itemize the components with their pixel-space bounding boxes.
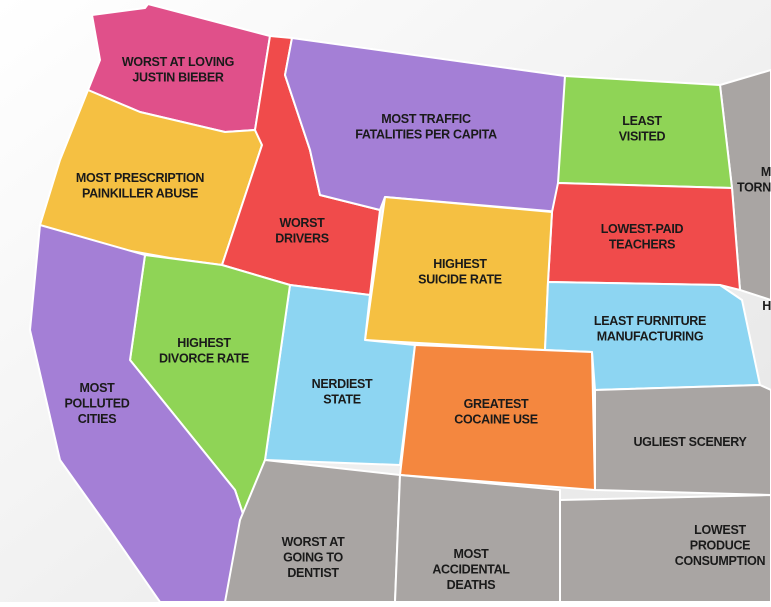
region-label: LOWEST PRODUCE CONSUMPTION bbox=[675, 523, 766, 568]
label-line: PRODUCE bbox=[690, 539, 750, 553]
region-label: NERDIEST STATE bbox=[312, 377, 373, 407]
region-label: MOST TRAFFIC FATALITIES PER CAPITA bbox=[355, 112, 497, 142]
label-line: STATE bbox=[323, 393, 361, 407]
label-line: H bbox=[762, 299, 771, 313]
label-line: TEACHERS bbox=[609, 238, 675, 252]
region-label: WORST AT GOING TO DENTIST bbox=[282, 535, 346, 580]
label-line: UGLIEST SCENERY bbox=[633, 435, 747, 449]
label-line: JUSTIN BIEBER bbox=[132, 71, 224, 85]
label-line: MOST bbox=[454, 547, 490, 561]
label-line: POLLUTED bbox=[65, 397, 130, 411]
label-line: CITIES bbox=[78, 412, 116, 426]
region-label: LEAST FURNITURE MANUFACTURING bbox=[594, 314, 706, 344]
region-label: HIGHEST SUICIDE RATE bbox=[418, 257, 502, 287]
label-line: GOING TO bbox=[283, 551, 343, 565]
label-line: ACCIDENTAL bbox=[432, 563, 510, 577]
label-line: WORST AT bbox=[282, 535, 346, 549]
label-line: WORST AT LOVING bbox=[122, 55, 234, 69]
label-line: M bbox=[761, 165, 771, 179]
label-line: HIGHEST bbox=[433, 257, 487, 271]
region-label: MOST PRESCRIPTION PAINKILLER ABUSE bbox=[76, 171, 205, 201]
label-line: GREATEST bbox=[464, 397, 529, 411]
state-sd bbox=[547, 182, 741, 291]
label-line: DRIVERS bbox=[275, 232, 328, 246]
region-label: HIGHEST DIVORCE RATE bbox=[159, 336, 249, 366]
label-line: CONSUMPTION bbox=[675, 554, 766, 568]
state-ks bbox=[594, 384, 771, 496]
region-label: MOST POLLUTED CITIES bbox=[65, 381, 130, 426]
label-line: COCAINE USE bbox=[454, 413, 538, 427]
label-line: SUICIDE RATE bbox=[418, 273, 502, 287]
region-label: UGLIEST SCENERY bbox=[633, 435, 747, 449]
region-label: LOWEST-PAID TEACHERS bbox=[601, 222, 684, 252]
region-label: M TORN bbox=[737, 165, 771, 195]
region-label: H bbox=[762, 299, 771, 313]
state-ok bbox=[559, 494, 771, 603]
label-line: MOST TRAFFIC bbox=[381, 112, 471, 126]
label-line: HIGHEST bbox=[177, 336, 231, 350]
label-line: LEAST bbox=[622, 114, 662, 128]
label-line: DENTIST bbox=[287, 566, 339, 580]
label-line: NERDIEST bbox=[312, 377, 373, 391]
label-line: TORN bbox=[737, 181, 771, 195]
region-label: WORST AT LOVING JUSTIN BIEBER bbox=[122, 55, 234, 85]
region-label: GREATEST COCAINE USE bbox=[454, 397, 538, 427]
label-line: WORST bbox=[279, 216, 325, 230]
label-line: MOST bbox=[80, 381, 116, 395]
label-line: PAINKILLER ABUSE bbox=[82, 187, 198, 201]
label-line: VISITED bbox=[619, 130, 666, 144]
region-label: MOST ACCIDENTAL DEATHS bbox=[432, 547, 510, 592]
label-line: MANUFACTURING bbox=[597, 330, 704, 344]
label-line: DEATHS bbox=[447, 578, 496, 592]
labels: WORST AT LOVING JUSTIN BIEBER MOST PRESCRI… bbox=[65, 55, 771, 592]
label-line: LEAST FURNITURE bbox=[594, 314, 706, 328]
label-line: DIVORCE RATE bbox=[159, 352, 249, 366]
label-line: FATALITIES PER CAPITA bbox=[355, 128, 497, 142]
label-line: LOWEST-PAID bbox=[601, 222, 684, 236]
region-label: WORST DRIVERS bbox=[275, 216, 328, 246]
region-label: LEAST VISITED bbox=[619, 114, 666, 144]
label-line: LOWEST bbox=[694, 523, 746, 537]
label-line: MOST PRESCRIPTION bbox=[76, 171, 205, 185]
